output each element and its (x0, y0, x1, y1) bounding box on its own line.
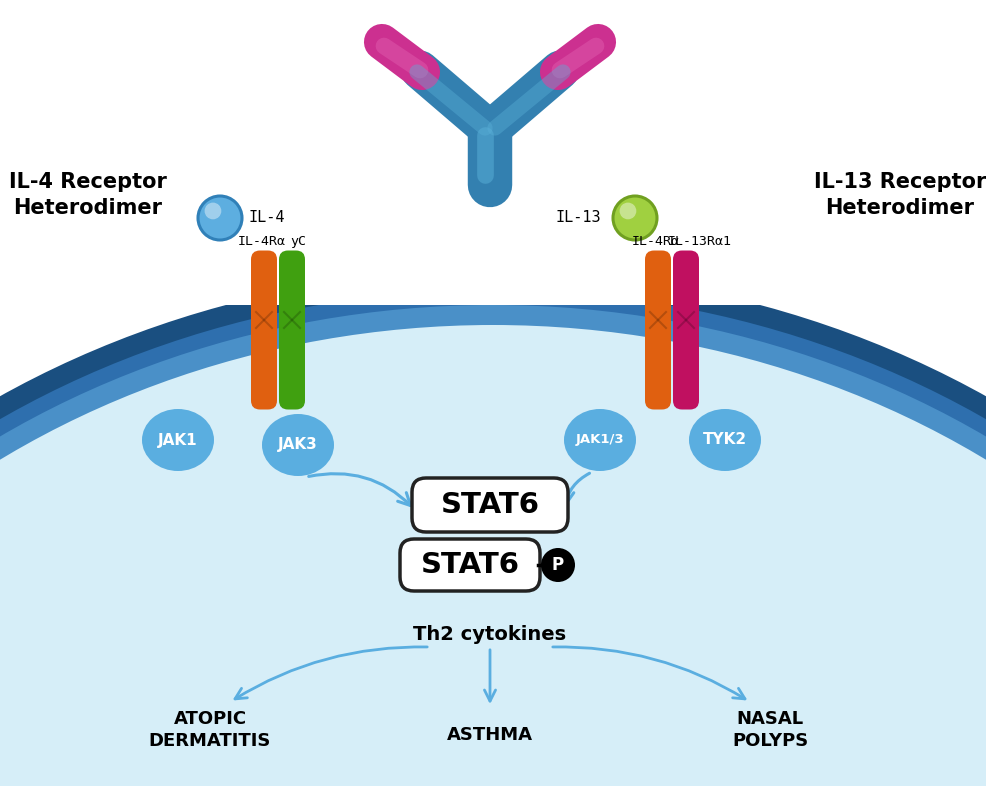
Circle shape (198, 196, 242, 240)
FancyBboxPatch shape (400, 539, 540, 591)
Ellipse shape (262, 414, 334, 476)
FancyBboxPatch shape (673, 251, 699, 410)
FancyBboxPatch shape (645, 251, 671, 410)
Text: IL-4: IL-4 (248, 211, 285, 226)
Text: NASAL
POLYPS: NASAL POLYPS (732, 710, 809, 751)
FancyBboxPatch shape (279, 251, 305, 410)
Text: IL-13Rα1: IL-13Rα1 (668, 235, 732, 248)
Ellipse shape (0, 300, 986, 786)
Text: ASTHMA: ASTHMA (447, 726, 533, 744)
FancyArrowPatch shape (553, 647, 745, 699)
Ellipse shape (564, 409, 636, 471)
FancyArrowPatch shape (309, 474, 410, 505)
FancyBboxPatch shape (412, 478, 568, 532)
Text: P: P (552, 556, 564, 574)
Ellipse shape (0, 290, 986, 786)
Ellipse shape (689, 409, 761, 471)
Text: TYK2: TYK2 (703, 432, 747, 447)
FancyBboxPatch shape (251, 251, 277, 410)
Circle shape (619, 203, 636, 219)
Text: yC: yC (290, 235, 306, 248)
Text: STAT6: STAT6 (441, 491, 539, 519)
Text: IL-4Rα: IL-4Rα (238, 235, 286, 248)
Ellipse shape (142, 409, 214, 471)
Text: JAK1/3: JAK1/3 (576, 434, 624, 446)
Text: ATOPIC
DERMATITIS: ATOPIC DERMATITIS (149, 710, 271, 751)
Circle shape (205, 203, 221, 219)
Text: JAK3: JAK3 (278, 438, 317, 453)
Text: JAK1: JAK1 (158, 432, 198, 447)
Text: STAT6: STAT6 (420, 551, 520, 579)
Text: IL-13 Receptor
Heterodimer: IL-13 Receptor Heterodimer (813, 172, 986, 218)
Bar (0, 0, 986, 305)
Ellipse shape (0, 325, 986, 786)
Ellipse shape (0, 270, 986, 786)
Ellipse shape (0, 305, 986, 786)
FancyArrowPatch shape (235, 647, 427, 699)
FancyArrowPatch shape (562, 473, 590, 504)
Circle shape (613, 196, 657, 240)
Text: IL-4 Receptor
Heterodimer: IL-4 Receptor Heterodimer (9, 172, 167, 218)
Circle shape (541, 548, 575, 582)
Text: Th2 cytokines: Th2 cytokines (413, 626, 567, 645)
Text: IL-4Rα: IL-4Rα (632, 235, 680, 248)
Text: IL-13: IL-13 (555, 211, 601, 226)
FancyArrowPatch shape (484, 650, 496, 701)
